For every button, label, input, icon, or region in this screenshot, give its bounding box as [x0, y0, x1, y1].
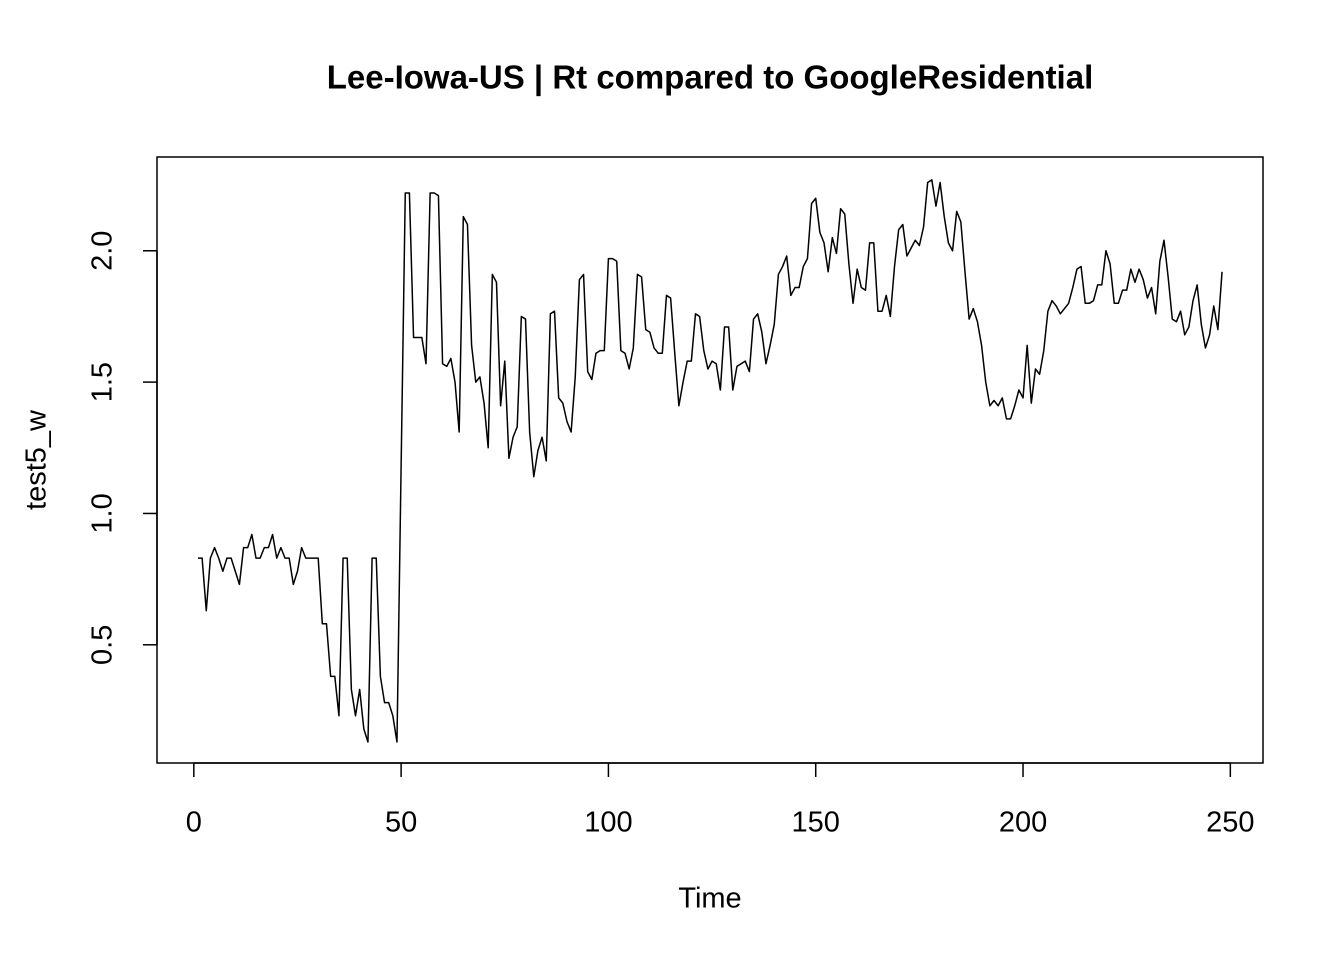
y-tick-label: 1.0: [87, 493, 119, 533]
x-tick-label: 250: [1206, 807, 1254, 839]
plot-frame: [156, 156, 1264, 764]
y-tick-label: 1.5: [87, 362, 119, 402]
x-tick-label: 100: [584, 807, 632, 839]
x-tick-label: 150: [792, 807, 840, 839]
x-axis-label: Time: [678, 883, 741, 915]
chart-title: Lee-Iowa-US | Rt compared to GoogleResid…: [327, 59, 1094, 96]
y-axis-label: test5_w: [21, 409, 53, 510]
data-line: [197, 179, 1223, 743]
x-tick-label: 0: [186, 807, 202, 839]
y-tick-label: 0.5: [87, 625, 119, 665]
y-tick-label: 2.0: [87, 231, 119, 271]
x-tick-label: 200: [999, 807, 1047, 839]
x-tick-label: 50: [385, 807, 417, 839]
